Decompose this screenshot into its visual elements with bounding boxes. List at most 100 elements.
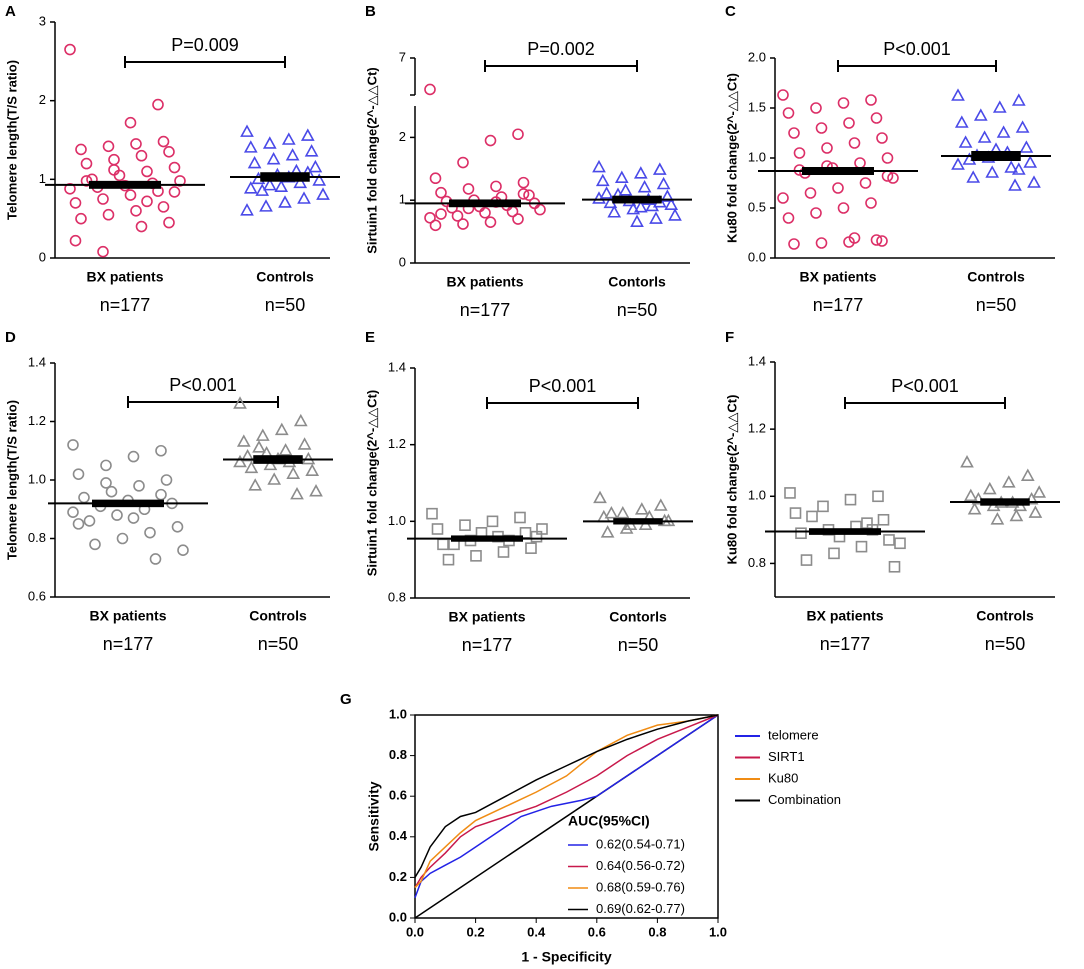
- y-tick-label: 0: [39, 249, 46, 264]
- dot: [72, 518, 85, 530]
- x-tick-label: BX patients: [806, 608, 883, 624]
- dot: [64, 43, 76, 56]
- p-value: P<0.001: [891, 376, 959, 396]
- y-tick-label: 0.6: [389, 788, 407, 803]
- roc-curve: [414, 714, 719, 888]
- panel-letter: G: [340, 691, 352, 708]
- y-tick-label: 1.5: [748, 99, 766, 114]
- dot: [293, 413, 308, 427]
- dot: [305, 463, 320, 477]
- dot: [490, 180, 502, 193]
- x-tick-label: Contorls: [609, 609, 667, 625]
- dot: [1027, 175, 1041, 188]
- dot: [800, 554, 813, 566]
- auc-title: AUC(95%CI): [568, 813, 650, 829]
- dot: [782, 212, 795, 224]
- dot: [309, 484, 323, 497]
- dot: [633, 166, 648, 179]
- roc-curve: [414, 714, 719, 889]
- dot: [854, 157, 866, 169]
- dot: [630, 214, 644, 227]
- dot: [876, 132, 888, 144]
- sample-size: n=177: [820, 634, 871, 654]
- dot: [127, 450, 140, 463]
- dot: [872, 490, 884, 503]
- dot: [233, 396, 247, 409]
- dot: [243, 140, 258, 153]
- dot: [843, 117, 855, 129]
- dot: [894, 537, 906, 550]
- x-tick-label: BX patients: [446, 274, 523, 290]
- dot: [141, 195, 153, 208]
- y-tick-label: 0.6: [28, 588, 46, 603]
- dot: [67, 506, 79, 518]
- dot: [777, 89, 789, 101]
- dot: [266, 152, 281, 165]
- dot: [236, 434, 251, 447]
- dot: [865, 94, 877, 106]
- dot: [653, 498, 668, 511]
- dot: [1011, 93, 1026, 106]
- dot: [837, 202, 850, 214]
- dot: [810, 102, 822, 114]
- sem-bar: [980, 498, 1030, 506]
- dot: [649, 211, 663, 224]
- sample-size: n=50: [976, 295, 1017, 315]
- dot: [168, 186, 181, 198]
- y-tick-label: 2.0: [748, 49, 766, 64]
- y-axis-label: Telomere length(T/S ratio): [4, 60, 19, 220]
- p-value: P<0.001: [883, 39, 951, 59]
- dot: [293, 175, 308, 189]
- dot: [821, 142, 833, 154]
- y-axis-label: Telomere length(T/S ratio): [4, 400, 19, 560]
- dot: [100, 477, 112, 489]
- y-tick-label: 1.4: [388, 359, 406, 374]
- dot: [290, 486, 304, 500]
- dot: [316, 187, 330, 200]
- dot: [615, 506, 630, 519]
- dot: [168, 161, 181, 174]
- dot: [240, 124, 254, 137]
- dot: [960, 455, 974, 468]
- dot: [429, 219, 442, 232]
- dot: [144, 526, 156, 539]
- x-tick-label: BX patients: [89, 608, 166, 624]
- dot: [1023, 155, 1038, 168]
- dot: [668, 208, 682, 221]
- dot: [174, 175, 186, 187]
- dot: [141, 165, 153, 178]
- dot: [534, 203, 546, 216]
- dot: [806, 510, 818, 523]
- plot-frame: [414, 714, 719, 919]
- y-tick-label: 0.2: [389, 869, 407, 884]
- dot: [990, 512, 1005, 525]
- dot: [108, 153, 120, 166]
- dot: [512, 213, 524, 225]
- dot: [124, 189, 137, 201]
- y-tick-label: 1.2: [388, 436, 406, 451]
- x-tick-label: BX patients: [799, 269, 876, 285]
- y-tick-label: 1.4: [28, 354, 46, 369]
- p-value: P<0.001: [529, 376, 597, 396]
- dot: [604, 506, 619, 519]
- dot: [517, 188, 530, 200]
- dot: [97, 245, 109, 258]
- dot: [278, 195, 292, 208]
- sem-bar: [89, 180, 161, 189]
- dot: [784, 487, 796, 499]
- dot: [429, 172, 442, 185]
- dot: [777, 192, 789, 204]
- dot: [431, 523, 444, 535]
- dot: [259, 199, 273, 212]
- dot: [599, 186, 614, 199]
- dot: [155, 488, 167, 501]
- dot: [67, 439, 79, 451]
- dot: [149, 553, 162, 565]
- y-tick-label: 2: [399, 129, 406, 144]
- y-tick-label: 1.0: [28, 471, 46, 486]
- dot: [102, 208, 115, 221]
- y-tick-label: 1.0: [389, 706, 407, 721]
- dot: [619, 521, 634, 534]
- dot: [297, 191, 311, 204]
- y-tick-label: 1: [399, 192, 406, 207]
